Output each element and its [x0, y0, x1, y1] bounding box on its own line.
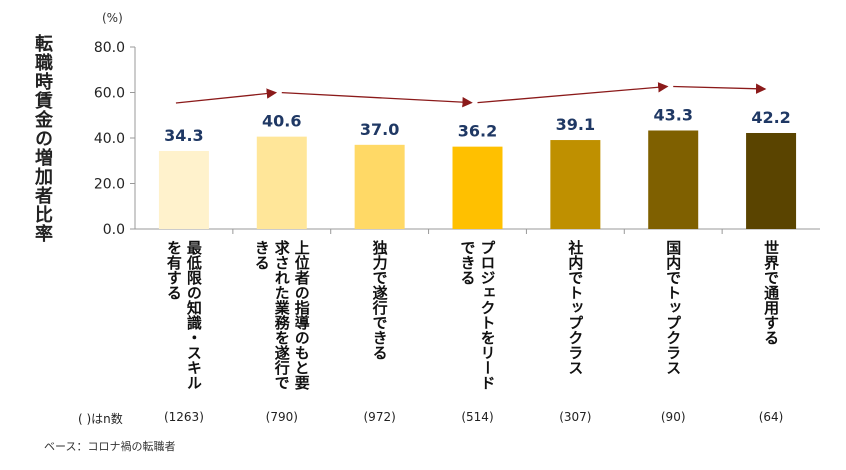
data-label: 43.3 [653, 105, 692, 124]
data-label: 36.2 [458, 122, 497, 141]
y-tick-label: 0.0 [103, 222, 125, 238]
base-note: ベース：コロナ禍の転職者 [44, 440, 176, 453]
data-label: 42.2 [751, 108, 790, 127]
trend-arrow [175, 88, 278, 104]
y-axis-unit: (%) [102, 11, 123, 25]
x-category-label: 上位者の指導のもと要 求された業務を遂行で きる [252, 240, 311, 390]
n-count-label: (307) [559, 410, 592, 424]
y-tick-label: 60.0 [94, 86, 125, 102]
data-label: 39.1 [556, 115, 595, 134]
n-header: ( )はn数 [78, 412, 123, 426]
y-axis-label: 転職時賃金の増加者比率 [32, 34, 53, 243]
n-count-label: (514) [461, 410, 494, 424]
y-tick-label: 80.0 [94, 40, 125, 56]
data-label: 37.0 [360, 120, 399, 139]
y-tick-label: 20.0 [94, 177, 125, 193]
trend-arrow [281, 91, 473, 108]
x-category-label: 国内でトップクラス [664, 240, 683, 375]
n-count-label: (972) [363, 410, 396, 424]
bar [452, 146, 503, 229]
x-category-label: プロジェクトをリード できる [458, 240, 497, 390]
n-count-label: (1263) [163, 410, 204, 424]
bar [648, 130, 699, 229]
x-category-label: 最低限の知識・スキル を有する [164, 240, 203, 390]
data-label: 40.6 [262, 112, 301, 131]
trend-arrow [477, 82, 669, 104]
bar [158, 150, 209, 229]
data-label: 34.3 [164, 126, 203, 145]
bar [354, 144, 405, 229]
x-category-label: 社内でトップクラス [566, 240, 585, 375]
x-category-label: 世界で通用する [762, 240, 781, 345]
trend-arrow [673, 83, 767, 94]
y-tick-label: 40.0 [94, 131, 125, 147]
bar [550, 140, 601, 229]
n-count-label: (790) [265, 410, 298, 424]
bar-chart: 0.0 20.0 40.0 60.0 80.0 34.3 40.6 37.0 36.2 39.1… [94, 40, 820, 238]
x-category-label: 独力で遂行できる [370, 240, 389, 360]
bar [746, 132, 797, 229]
n-count-label: (90) [660, 410, 686, 424]
bar [256, 136, 307, 229]
n-count-label: (64) [758, 410, 784, 424]
